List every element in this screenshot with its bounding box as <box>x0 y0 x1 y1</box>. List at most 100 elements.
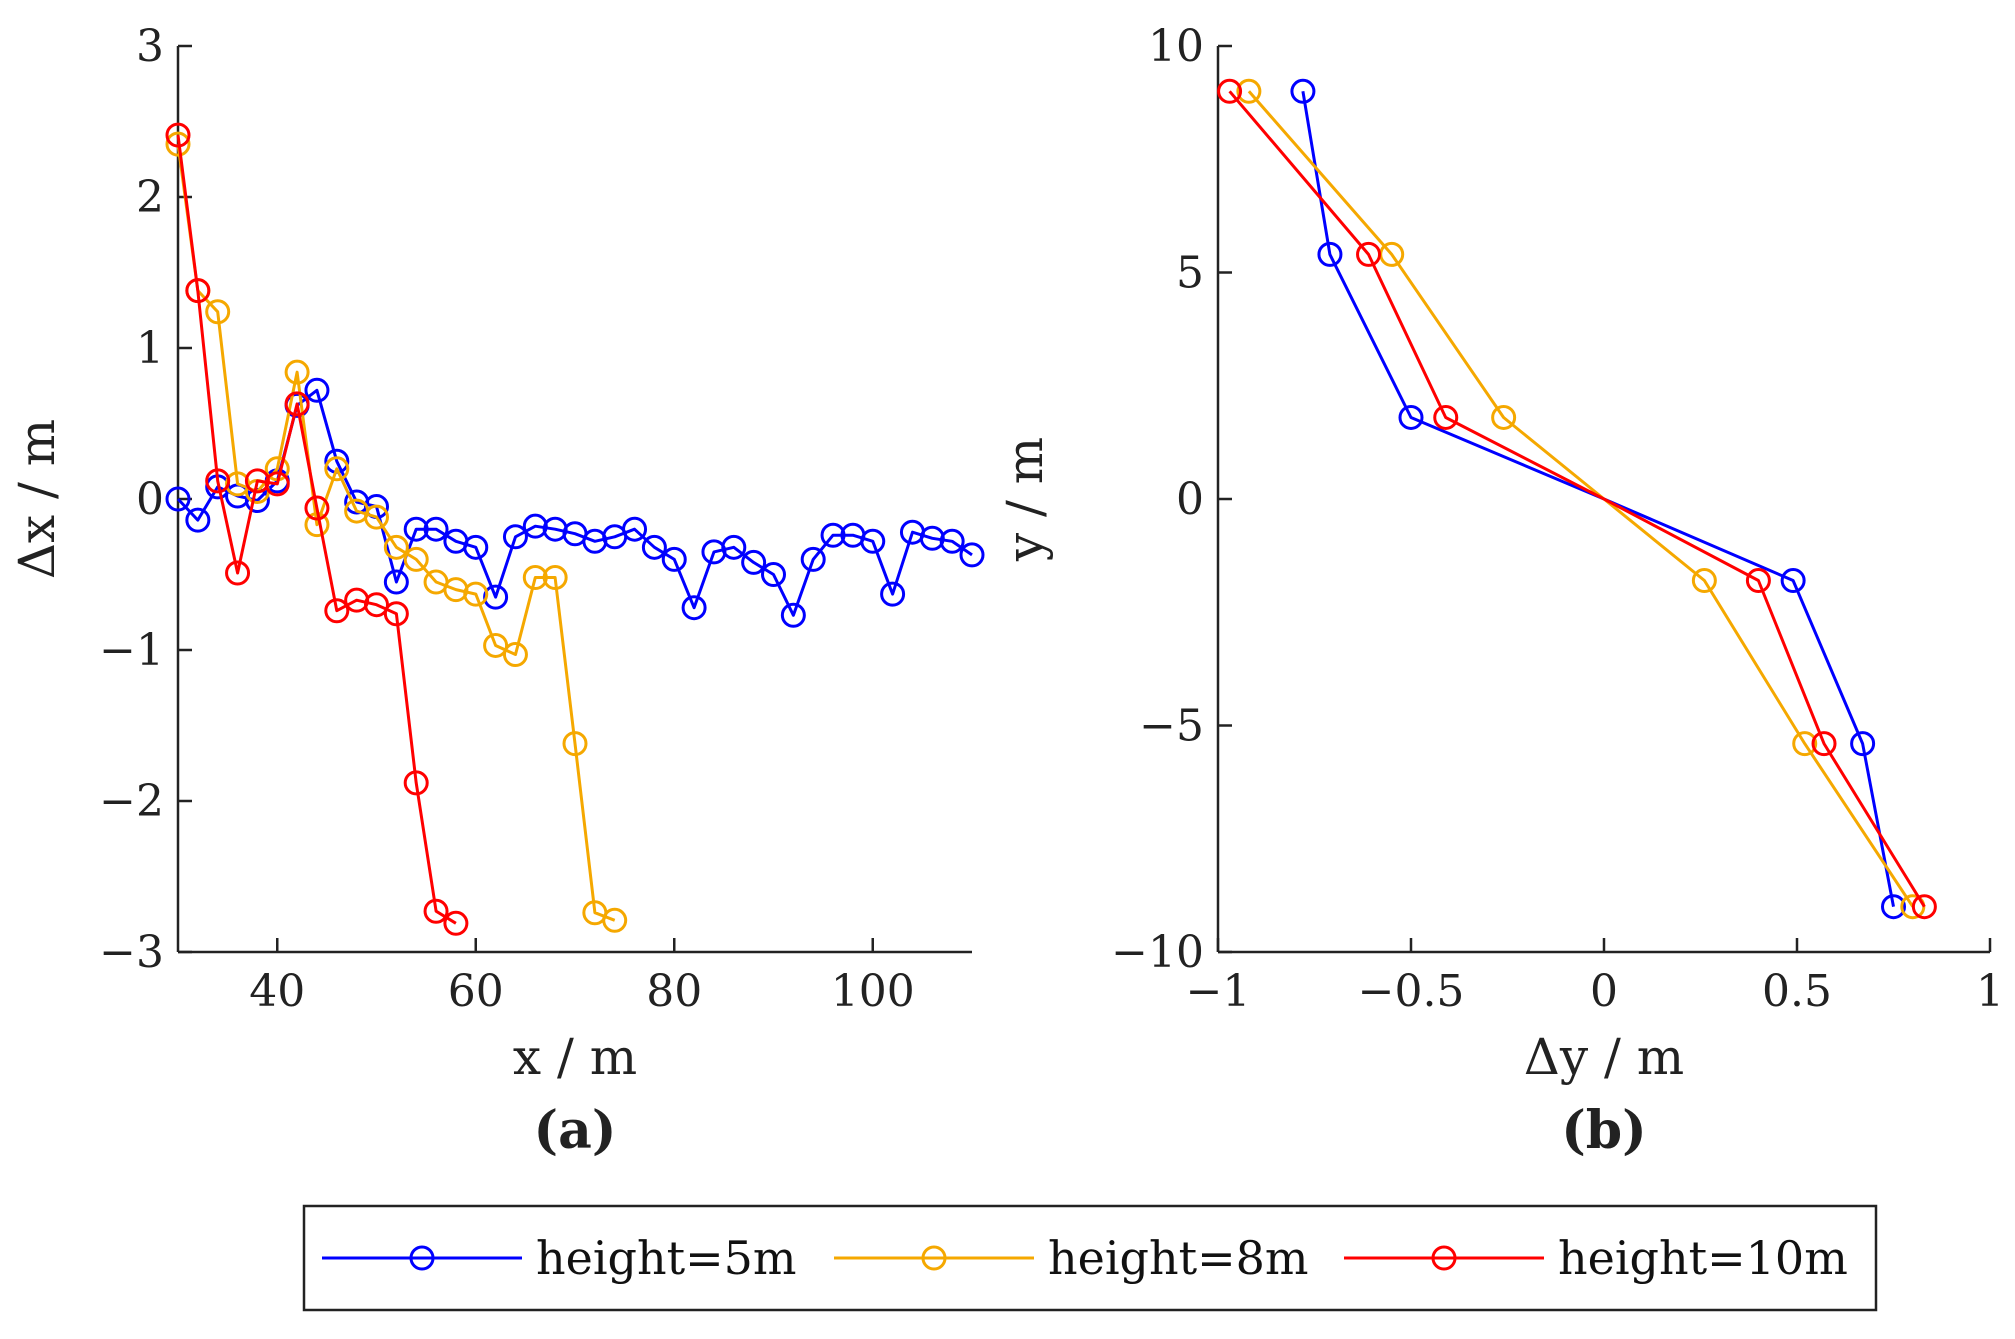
x-tick-label: 0 <box>1590 966 1618 1017</box>
x-tick-label: −0.5 <box>1358 966 1465 1017</box>
data-point-height=10m <box>443 910 469 936</box>
data-point-height=8m <box>1691 568 1717 594</box>
data-point-height=5m <box>1850 731 1876 757</box>
data-point-height=5m <box>919 525 945 551</box>
data-point-height=10m <box>1356 241 1382 267</box>
data-point-height=10m <box>244 468 270 494</box>
data-point-height=5m <box>165 486 191 512</box>
data-point-height=8m <box>1792 731 1818 757</box>
data-point-height=10m <box>304 495 330 521</box>
y-tick-label: −2 <box>99 776 164 827</box>
data-point-height=8m <box>364 504 389 530</box>
data-point-height=5m <box>820 522 846 548</box>
data-point-height=5m <box>304 377 330 403</box>
data-point-height=5m <box>641 534 667 560</box>
legend-box <box>302 1204 1878 1312</box>
data-point-height=8m <box>324 456 350 482</box>
legend-label: height=5m <box>536 1231 797 1285</box>
x-tick-label: 40 <box>249 966 305 1017</box>
y-tick-label: −5 <box>1139 701 1204 752</box>
data-point-height=5m <box>423 516 449 542</box>
data-point-height=8m <box>502 642 528 668</box>
data-point-height=10m <box>1911 894 1937 920</box>
data-point-height=5m <box>185 507 211 533</box>
data-point-height=10m <box>364 592 389 618</box>
x-axis-label: x / m <box>513 1028 637 1086</box>
x-tick-label: 1 <box>1976 966 2004 1017</box>
data-point-height=5m <box>939 528 965 554</box>
data-point-height=8m <box>542 565 568 591</box>
y-tick-label: 3 <box>136 21 164 72</box>
legend-marker-height=5m <box>409 1245 435 1271</box>
data-point-height=8m <box>1236 78 1262 104</box>
panel-label: (a) <box>534 1100 617 1161</box>
data-point-height=5m <box>403 516 429 542</box>
legend-label: height=8m <box>1048 1231 1309 1285</box>
y-tick-label: −3 <box>99 927 164 978</box>
data-point-height=5m <box>959 542 985 568</box>
y-tick-label: 0 <box>1176 474 1204 525</box>
series-line-height=10m <box>176 134 457 925</box>
y-axis-label: Δx / m <box>8 419 66 579</box>
legend-marker-height=8m <box>921 1245 947 1271</box>
data-point-height=10m <box>1433 404 1459 430</box>
data-point-height=5m <box>1290 78 1316 104</box>
data-point-height=8m <box>284 359 310 385</box>
data-point-height=10m <box>403 770 429 796</box>
data-point-height=5m <box>741 549 767 575</box>
series-line-height=10m <box>1228 90 1926 908</box>
data-point-height=5m <box>1881 894 1906 920</box>
data-point-height=8m <box>602 907 628 933</box>
data-point-height=5m <box>880 581 906 607</box>
data-point-height=10m <box>185 278 211 304</box>
y-tick-label: 5 <box>1176 248 1204 299</box>
data-point-height=5m <box>721 534 747 560</box>
series-line-height=8m <box>1247 90 1915 908</box>
x-axis-label: Δy / m <box>1524 1028 1684 1086</box>
data-point-height=10m <box>423 898 449 924</box>
data-point-height=10m <box>1811 731 1837 757</box>
data-point-height=5m <box>1317 241 1343 267</box>
data-point-height=5m <box>780 602 806 628</box>
x-tick-label: 80 <box>646 966 702 1017</box>
data-point-height=5m <box>661 546 687 572</box>
legend-marker-height=10m <box>1431 1245 1457 1271</box>
data-point-height=8m <box>205 299 231 325</box>
y-tick-label: 10 <box>1148 21 1204 72</box>
data-point-height=5m <box>522 513 548 539</box>
y-tick-label: 0 <box>136 474 164 525</box>
data-point-height=10m <box>165 122 191 148</box>
data-point-height=10m <box>383 601 409 627</box>
y-tick-label: 1 <box>136 323 164 374</box>
data-point-height=10m <box>1217 78 1243 104</box>
y-tick-label: −10 <box>1111 927 1204 978</box>
data-point-height=5m <box>800 546 826 572</box>
data-point-height=5m <box>502 524 528 550</box>
panel-label: (b) <box>1561 1100 1647 1161</box>
data-point-height=5m <box>483 584 509 610</box>
data-point-height=8m <box>165 131 191 157</box>
panel-b: −10 −5 0 5 10 −1 −0.5 0 0.5 1 Δy / m y / m (b) <box>996 21 2004 1161</box>
data-point-height=5m <box>622 516 648 542</box>
data-point-height=5m <box>761 562 786 587</box>
series-line-height=8m <box>176 143 616 922</box>
y-tick-label: −1 <box>99 625 164 676</box>
series-line-height=5m <box>1301 91 1895 907</box>
data-point-height=10m <box>264 471 290 497</box>
x-tick-label: 0.5 <box>1762 966 1832 1017</box>
data-point-height=5m <box>681 595 707 621</box>
x-tick-label: 100 <box>831 966 915 1017</box>
data-point-height=5m <box>860 528 886 554</box>
data-point-height=8m <box>383 534 409 560</box>
x-tick-label: −1 <box>1186 966 1251 1017</box>
legend: height=5m height=8m height=10m <box>302 1204 1878 1312</box>
data-point-height=5m <box>383 569 409 595</box>
data-point-height=10m <box>225 560 251 586</box>
data-point-height=8m <box>522 565 548 591</box>
y-tick-label: 2 <box>136 172 164 223</box>
data-point-height=8m <box>463 581 489 607</box>
data-point-height=5m <box>1780 568 1806 594</box>
data-point-height=8m <box>483 632 509 658</box>
data-point-height=8m <box>1491 404 1517 430</box>
